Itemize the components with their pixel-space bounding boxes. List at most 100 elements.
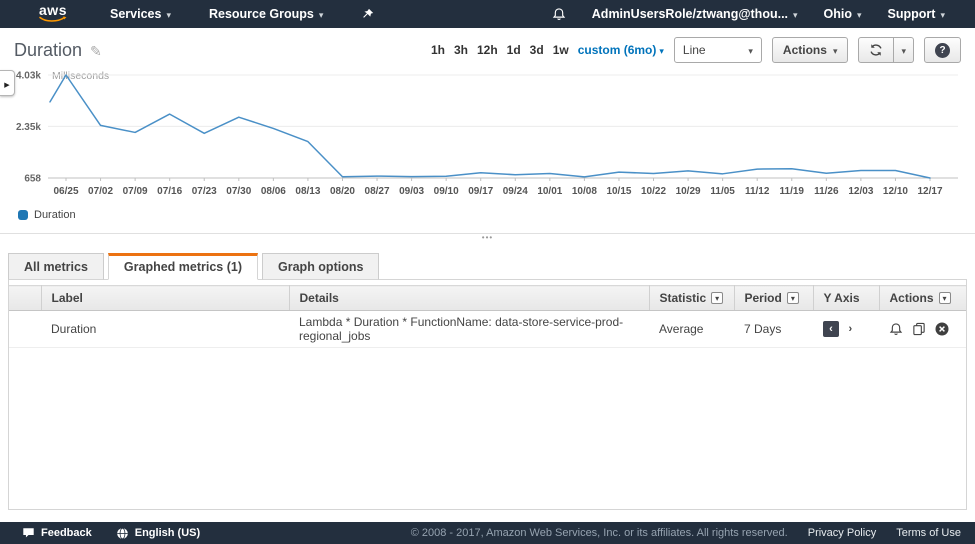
tab-graph-options[interactable]: Graph options: [262, 253, 379, 280]
feedback-button[interactable]: Feedback: [22, 527, 92, 539]
bell-icon: [552, 7, 566, 22]
range-custom-menu[interactable]: custom (6mo): [578, 43, 664, 57]
pushpin-icon: [361, 8, 374, 21]
range-3d[interactable]: 3d: [530, 43, 544, 57]
nav-account-menu[interactable]: AdminUsersRole/ztwang@thou...: [592, 7, 798, 21]
nav-resource-groups-label: Resource Groups: [209, 7, 314, 21]
y-axis-left-button[interactable]: [823, 321, 839, 337]
nav-services-menu[interactable]: Services: [110, 7, 171, 21]
aws-logo-text: aws: [39, 5, 67, 16]
nav-region-menu[interactable]: Ohio: [824, 7, 862, 21]
drag-handle-icon: [0, 235, 975, 241]
x-tick-label: 07/02: [88, 186, 113, 197]
chevron-down-icon: [940, 7, 945, 21]
nav-pushpin-button[interactable]: [361, 8, 374, 21]
chevron-down-icon: [166, 7, 171, 21]
feedback-label: Feedback: [41, 527, 92, 539]
header-select-column: [9, 286, 41, 311]
remove-metric-button[interactable]: [935, 322, 949, 336]
edit-column-icon[interactable]: [939, 292, 951, 304]
terms-of-use-link[interactable]: Terms of Use: [896, 527, 961, 539]
legend-swatch: [18, 210, 28, 220]
chevron-down-icon: [659, 43, 664, 57]
y-tick-label: 658: [24, 174, 41, 185]
page-title-row: Duration: [14, 40, 102, 61]
footer-bar: Feedback English (US) © 2008 - 2017, Ama…: [0, 522, 975, 544]
range-1d[interactable]: 1d: [507, 43, 521, 57]
refresh-button[interactable]: [858, 37, 894, 63]
range-custom-label: custom (6mo): [578, 43, 657, 57]
edit-title-icon[interactable]: [90, 40, 102, 61]
edit-column-icon[interactable]: [711, 292, 723, 304]
row-statistic-cell[interactable]: Average: [649, 311, 734, 348]
time-range-links: 1h 3h 12h 1d 3d 1w custom (6mo): [431, 43, 664, 57]
graph-controls: 1h 3h 12h 1d 3d 1w custom (6mo) Line Act…: [431, 37, 961, 63]
tab-graphed-metrics[interactable]: Graphed metrics (1): [108, 253, 258, 280]
x-tick-label: 09/24: [503, 186, 528, 197]
header-statistic-label: Statistic: [660, 291, 707, 305]
x-tick-label: 10/08: [572, 186, 597, 197]
nav-region-label: Ohio: [824, 7, 852, 21]
nav-services-label: Services: [110, 7, 161, 21]
x-tick-label: 08/27: [365, 186, 390, 197]
header-actions: Actions: [879, 286, 966, 311]
chart-area: Milliseconds6582.35k4.03k06/2507/0207/09…: [0, 67, 975, 207]
help-button[interactable]: [924, 37, 961, 63]
header-actions-label: Actions: [890, 291, 934, 305]
chevron-down-icon: [857, 7, 862, 21]
y-tick-label: 2.35k: [16, 122, 41, 133]
duplicate-metric-button[interactable]: [912, 322, 926, 336]
x-tick-label: 09/17: [468, 186, 493, 197]
x-tick-label: 10/15: [606, 186, 631, 197]
chart-legend[interactable]: Duration: [18, 209, 975, 221]
globe-icon: [116, 527, 129, 540]
x-tick-label: 07/30: [226, 186, 251, 197]
notifications-button[interactable]: [552, 7, 566, 22]
question-icon: [935, 43, 950, 58]
x-tick-label: 11/26: [814, 186, 839, 197]
x-tick-label: 11/19: [780, 186, 805, 197]
nav-support-menu[interactable]: Support: [888, 7, 945, 21]
create-alarm-button[interactable]: [889, 322, 903, 337]
x-tick-label: 11/05: [710, 186, 735, 197]
x-tick-label: 12/17: [917, 186, 942, 197]
range-1h[interactable]: 1h: [431, 43, 445, 57]
actions-button[interactable]: Actions: [772, 37, 849, 63]
privacy-policy-link[interactable]: Privacy Policy: [808, 527, 876, 539]
x-tick-label: 12/03: [848, 186, 873, 197]
chart-type-select[interactable]: Line: [674, 37, 762, 63]
top-nav: aws Services Resource Groups Adm: [0, 0, 975, 28]
table-row: Duration Lambda * Duration * FunctionNam…: [9, 311, 966, 348]
header-details: Details: [289, 286, 649, 311]
nav-support-label: Support: [888, 7, 936, 21]
range-12h[interactable]: 12h: [477, 43, 498, 57]
range-1w[interactable]: 1w: [553, 43, 569, 57]
language-button[interactable]: English (US): [116, 527, 200, 540]
x-tick-label: 08/06: [261, 186, 286, 197]
main-content: Duration 1h 3h 12h 1d 3d 1w custom (6mo)…: [0, 28, 975, 522]
x-tick-label: 10/01: [537, 186, 562, 197]
chevron-down-icon: [833, 43, 838, 57]
legend-label: Duration: [34, 209, 76, 221]
row-label-cell[interactable]: Duration: [41, 311, 289, 348]
y-axis-unit-label: Milliseconds: [52, 70, 109, 82]
language-label: English (US): [135, 527, 200, 539]
panel-splitter[interactable]: [0, 233, 975, 245]
aws-logo[interactable]: aws: [38, 5, 68, 24]
nav-account-label: AdminUsersRole/ztwang@thou...: [592, 7, 788, 21]
row-period-cell[interactable]: 7 Days: [734, 311, 813, 348]
metric-chart[interactable]: Milliseconds6582.35k4.03k06/2507/0207/09…: [0, 67, 960, 201]
nav-resource-groups-menu[interactable]: Resource Groups: [209, 7, 323, 21]
range-3h[interactable]: 3h: [454, 43, 468, 57]
edit-column-icon[interactable]: [787, 292, 799, 304]
x-tick-label: 07/23: [192, 186, 217, 197]
y-axis-right-button[interactable]: [842, 321, 858, 337]
x-tick-label: 10/22: [641, 186, 666, 197]
alarm-bell-icon: [889, 322, 903, 337]
x-tick-label: 11/12: [745, 186, 770, 197]
refresh-options-button[interactable]: [894, 37, 914, 63]
chart-type-value: Line: [683, 43, 706, 57]
tab-all-metrics[interactable]: All metrics: [8, 253, 104, 280]
refresh-button-group: [858, 37, 914, 63]
x-tick-label: 08/20: [330, 186, 355, 197]
